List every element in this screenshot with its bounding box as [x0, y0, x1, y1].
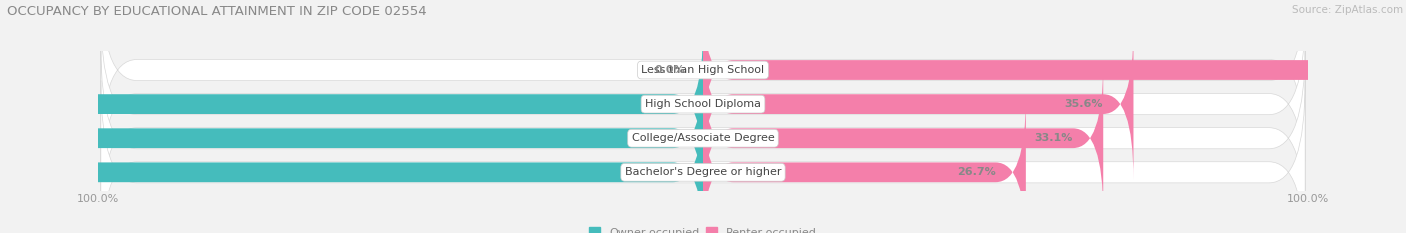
Legend: Owner-occupied, Renter-occupied: Owner-occupied, Renter-occupied: [589, 227, 817, 233]
Text: 35.6%: 35.6%: [1064, 99, 1104, 109]
FancyBboxPatch shape: [101, 81, 1305, 233]
Text: 26.7%: 26.7%: [957, 167, 995, 177]
FancyBboxPatch shape: [703, 0, 1406, 145]
FancyBboxPatch shape: [101, 47, 1305, 230]
Text: College/Associate Degree: College/Associate Degree: [631, 133, 775, 143]
FancyBboxPatch shape: [0, 63, 703, 214]
FancyBboxPatch shape: [101, 0, 1305, 162]
FancyBboxPatch shape: [101, 12, 1305, 196]
Text: 0.0%: 0.0%: [654, 65, 685, 75]
FancyBboxPatch shape: [0, 29, 703, 179]
FancyBboxPatch shape: [703, 29, 1133, 179]
Text: High School Diploma: High School Diploma: [645, 99, 761, 109]
Text: Less than High School: Less than High School: [641, 65, 765, 75]
Text: OCCUPANCY BY EDUCATIONAL ATTAINMENT IN ZIP CODE 02554: OCCUPANCY BY EDUCATIONAL ATTAINMENT IN Z…: [7, 5, 426, 18]
FancyBboxPatch shape: [703, 63, 1104, 214]
FancyBboxPatch shape: [703, 97, 1026, 233]
Text: Bachelor's Degree or higher: Bachelor's Degree or higher: [624, 167, 782, 177]
Text: Source: ZipAtlas.com: Source: ZipAtlas.com: [1292, 5, 1403, 15]
FancyBboxPatch shape: [0, 97, 703, 233]
Text: 33.1%: 33.1%: [1035, 133, 1073, 143]
